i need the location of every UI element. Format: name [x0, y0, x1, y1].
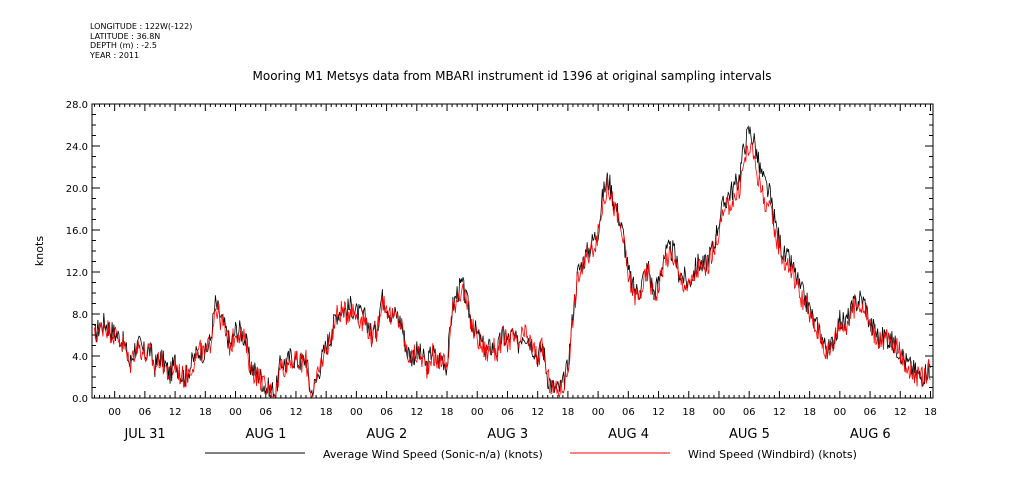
x-hour-label: 18 — [562, 407, 575, 418]
y-tick-label: 24.0 — [66, 142, 88, 153]
chart-title: Mooring M1 Metsys data from MBARI instru… — [253, 69, 772, 83]
x-hour-label: 12 — [773, 407, 786, 418]
x-day-label: JUL 31 — [123, 427, 165, 442]
x-hour-label: 12 — [410, 407, 423, 418]
x-hour-label: 06 — [380, 407, 393, 418]
legend: Average Wind Speed (Sonic-n/a) (knots) W… — [205, 448, 857, 461]
x-hour-label: 06 — [139, 407, 152, 418]
x-hour-label: 00 — [713, 407, 726, 418]
x-hour-label: 12 — [290, 407, 303, 418]
x-hour-label: 18 — [682, 407, 695, 418]
y-tick-label: 8.0 — [72, 310, 88, 321]
year-label: YEAR : 2011 — [90, 50, 140, 60]
x-day-label: AUG 4 — [608, 427, 649, 442]
y-tick-label: 16.0 — [66, 226, 88, 237]
x-hour-label: 06 — [743, 407, 756, 418]
y-tick-label: 12.0 — [66, 268, 88, 279]
x-day-label: AUG 1 — [246, 427, 287, 442]
series-line-sonic — [94, 125, 931, 398]
x-hour-label: 00 — [229, 407, 242, 418]
x-hour-label: 18 — [199, 407, 212, 418]
x-hour-label: 06 — [622, 407, 635, 418]
x-day-label: AUG 5 — [729, 427, 770, 442]
y-tick-label: 28.0 — [66, 100, 88, 111]
x-hour-label: 12 — [531, 407, 544, 418]
x-hour-label: 12 — [652, 407, 665, 418]
series-line-windbird — [94, 140, 931, 399]
latitude-label: LATITUDE : 36.8N — [90, 31, 161, 41]
x-hour-label: 00 — [471, 407, 484, 418]
x-day-label: AUG 2 — [366, 427, 407, 442]
x-hour-label: 00 — [592, 407, 605, 418]
x-hour-label: 18 — [924, 407, 937, 418]
x-day-label: AUG 3 — [487, 427, 528, 442]
y-axis-label: knots — [33, 236, 46, 266]
x-hour-label: 18 — [803, 407, 816, 418]
legend-label-windbird: Wind Speed (Windbird) (knots) — [688, 448, 857, 461]
x-hour-label: 18 — [441, 407, 454, 418]
y-tick-label: 4.0 — [72, 352, 88, 363]
x-hour-label: 12 — [894, 407, 907, 418]
x-hour-label: 00 — [108, 407, 121, 418]
x-hour-label: 12 — [169, 407, 182, 418]
x-day-label: AUG 6 — [850, 427, 891, 442]
x-hour-label: 06 — [864, 407, 877, 418]
y-tick-label: 0.0 — [72, 394, 88, 405]
x-hour-label: 06 — [259, 407, 272, 418]
metadata-block: LONGITUDE : 122W(-122) LATITUDE : 36.8N … — [90, 22, 192, 60]
x-hour-label: 18 — [320, 407, 333, 418]
depth-label: DEPTH (m) : -2.5 — [90, 41, 157, 50]
y-tick-label: 20.0 — [66, 184, 88, 195]
x-hour-label: 00 — [833, 407, 846, 418]
plot-frame — [91, 103, 934, 399]
x-hour-label: 00 — [350, 407, 363, 418]
x-hour-label: 06 — [501, 407, 514, 418]
legend-label-sonic: Average Wind Speed (Sonic-n/a) (knots) — [323, 448, 543, 461]
longitude-label: LONGITUDE : 122W(-122) — [90, 22, 193, 31]
